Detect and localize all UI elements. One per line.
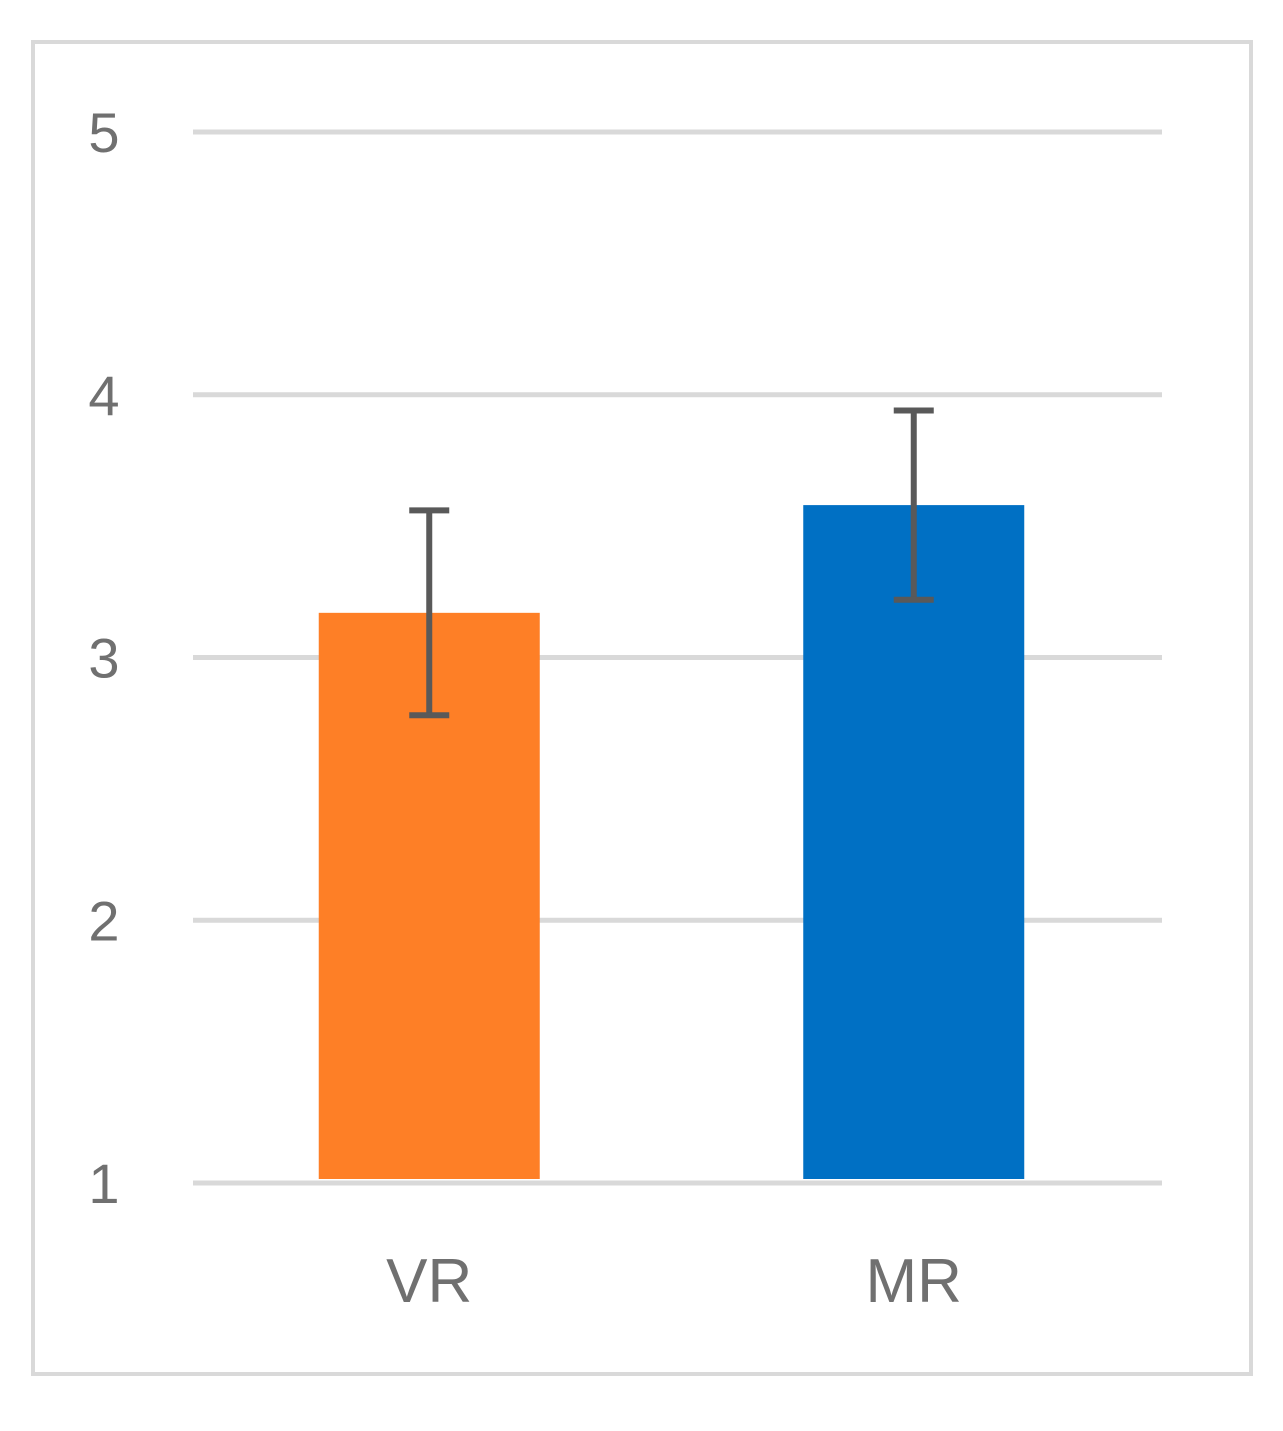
x-axis-categories: VR MR — [386, 1247, 962, 1316]
y-tick-label: 1 — [88, 1152, 119, 1215]
bars — [318, 505, 1025, 1180]
category-label-vr: VR — [386, 1247, 472, 1316]
error-bars — [409, 407, 934, 719]
bar-mr — [803, 505, 1025, 1180]
y-axis-ticks: 1 2 3 4 5 — [88, 101, 119, 1215]
y-tick-label: 3 — [88, 627, 119, 690]
category-label-mr: MR — [866, 1247, 962, 1316]
y-tick-label: 4 — [88, 364, 119, 427]
error-bar-vr — [409, 507, 450, 719]
chart-frame — [31, 40, 1253, 1376]
error-bar-mr — [893, 407, 934, 603]
y-tick-label: 5 — [88, 101, 119, 164]
y-tick-label: 2 — [88, 889, 119, 952]
